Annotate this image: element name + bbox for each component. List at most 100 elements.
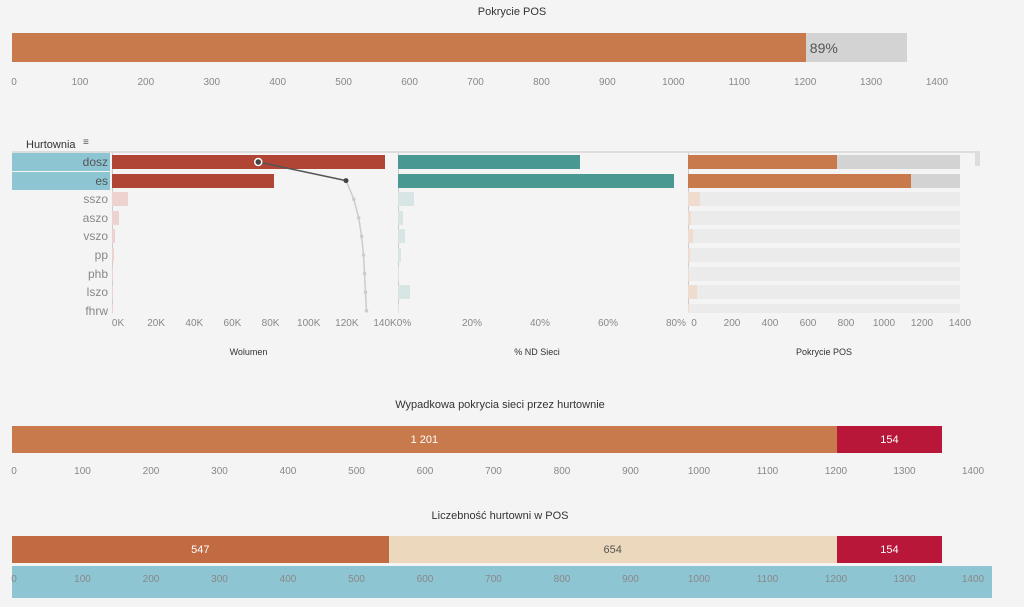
tick-label: 400: [279, 574, 297, 585]
tick-label: 600: [401, 77, 418, 88]
tick-label: 300: [211, 574, 228, 585]
pareto-segment: [360, 236, 365, 256]
percent-label: 89%: [809, 40, 838, 56]
row-label-vszo[interactable]: vszo: [83, 229, 108, 244]
tick-label: 1400: [925, 77, 949, 88]
pareto-point: [361, 253, 366, 257]
tick-label: 1400: [961, 574, 985, 585]
-nd-sieci-bar-es[interactable]: [398, 173, 675, 188]
value-bar[interactable]: [12, 33, 806, 62]
tick-label: 800: [553, 466, 571, 477]
pokrycie-pos-bar-sszo[interactable]: [688, 192, 700, 207]
wolumen-bar-es[interactable]: [112, 173, 274, 188]
header-divider: [12, 151, 980, 153]
axis-title: % ND Sieci: [514, 347, 560, 357]
scrollbar[interactable]: [975, 152, 980, 166]
wolumen-bar-phb[interactable]: [112, 266, 113, 281]
pokrycie-pos-bar-es[interactable]: [688, 173, 912, 188]
segment-1201[interactable]: 1 201: [12, 426, 837, 453]
-nd-sieci-bar-dosz[interactable]: [398, 155, 581, 169]
axis-tick: 140K: [373, 318, 397, 329]
sort-icon[interactable]: ≡: [83, 137, 89, 148]
axis-tick: 0K: [111, 318, 125, 329]
pokrycie-pos-bar-pp[interactable]: [688, 248, 690, 262]
pareto-segment: [362, 254, 366, 274]
tick-label: 200: [142, 574, 160, 585]
background-bar: [688, 192, 960, 207]
tick-label: 1300: [859, 77, 883, 88]
tick-label: 1100: [728, 77, 750, 88]
tick-label: 0: [11, 574, 17, 585]
tick-label: 1200: [794, 77, 817, 88]
-nd-sieci-bar-pp[interactable]: [398, 248, 402, 262]
segment-654[interactable]: 654: [388, 536, 837, 563]
tick-label: 800: [533, 77, 550, 88]
tick-label: 700: [467, 77, 484, 88]
row-label-pp[interactable]: pp: [94, 248, 108, 262]
-nd-sieci-bar-phb[interactable]: [398, 266, 399, 281]
axis-tick: 40%: [529, 318, 551, 329]
wolumen-bar-vszo[interactable]: [112, 229, 115, 244]
axis-tick: 80%: [665, 318, 687, 329]
tick-label: 600: [416, 574, 434, 585]
row-label-sszo[interactable]: sszo: [83, 192, 108, 207]
tick-label: 1100: [756, 574, 779, 585]
tick-label: 400: [269, 77, 287, 88]
selected-axis[interactable]: [12, 566, 992, 598]
wolumen-bar-aszo[interactable]: [112, 210, 119, 225]
row-label-dosz[interactable]: dosz: [12, 153, 110, 171]
column-header: Hurtownia: [26, 139, 76, 151]
tick-label: 1300: [893, 574, 916, 585]
pareto-segment: [345, 180, 355, 200]
segment-154[interactable]: 154: [836, 426, 943, 453]
pokrycie-pos-bar-dosz[interactable]: [688, 155, 837, 169]
-nd-sieci-bar-aszo[interactable]: [398, 210, 404, 225]
tick-label: 0: [11, 466, 17, 477]
-nd-sieci-bar-vszo[interactable]: [398, 229, 405, 244]
row-label-es[interactable]: es: [12, 171, 110, 190]
tick-label: 1400: [961, 466, 985, 477]
tick-label: 1000: [687, 466, 711, 477]
tick-label: 500: [335, 77, 352, 88]
wolumen-bar-pp[interactable]: [112, 248, 114, 262]
segment-154[interactable]: 154: [836, 536, 943, 563]
axis-tick: 1200: [910, 318, 934, 329]
tick-label: 800: [553, 574, 571, 585]
axis-title: Pokrycie POS: [795, 347, 853, 357]
-nd-sieci-bar-lszo[interactable]: [398, 285, 411, 300]
axis-tick: 600: [799, 318, 817, 329]
background-bar: [688, 248, 960, 262]
tick-label: 500: [348, 466, 365, 477]
wolumen-bar-sszo[interactable]: [112, 192, 128, 207]
pareto-point: [363, 290, 368, 295]
-nd-sieci-bar-sszo[interactable]: [398, 192, 414, 207]
chart-title: Pokrycie POS: [477, 6, 547, 18]
pokrycie-pos-bar-lszo[interactable]: [688, 285, 697, 300]
axis-tick: 1400: [948, 318, 972, 329]
axis-tick: 60K: [223, 318, 242, 329]
pokrycie-pos-bar-phb[interactable]: [688, 266, 689, 281]
row-label-fhrw[interactable]: fhrw: [85, 303, 108, 318]
background-bar: [688, 210, 960, 225]
pokrycie-pos-bar-vszo[interactable]: [688, 229, 693, 244]
axis-tick: 80K: [261, 318, 280, 329]
pokrycie-pos-bar-fhrw[interactable]: [688, 303, 689, 313]
row-label-aszo[interactable]: aszo: [82, 210, 108, 225]
axis-tick: 1000: [872, 318, 896, 329]
wolumen-bar-lszo[interactable]: [112, 285, 113, 300]
axis-tick: 200: [723, 318, 741, 329]
background-bar: [688, 229, 960, 244]
-nd-sieci-bar-fhrw[interactable]: [398, 303, 399, 313]
tick-label: 900: [622, 466, 639, 477]
row-label-lszo[interactable]: lszo: [86, 285, 108, 300]
background-bar: [688, 285, 960, 300]
axis-tick: 40K: [185, 318, 204, 329]
row-label-phb[interactable]: phb: [87, 266, 108, 281]
wolumen-bar-dosz[interactable]: [112, 155, 385, 169]
pareto-point: [343, 178, 349, 184]
pareto-point: [352, 197, 356, 201]
tick-label: 400: [279, 466, 297, 477]
segment-547[interactable]: 547: [12, 536, 389, 563]
pokrycie-pos-bar-aszo[interactable]: [688, 210, 691, 225]
wolumen-bar-fhrw[interactable]: [112, 303, 113, 313]
